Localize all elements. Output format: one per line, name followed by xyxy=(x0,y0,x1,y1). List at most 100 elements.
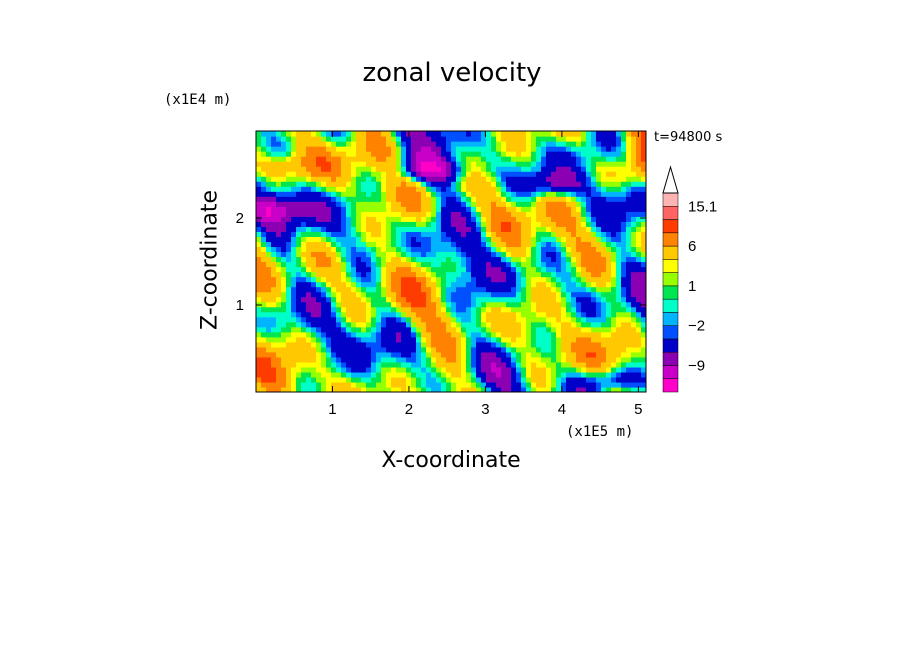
field-cell xyxy=(501,326,507,333)
field-cell xyxy=(311,371,317,378)
field-cell xyxy=(471,301,477,308)
field-cell xyxy=(601,261,607,268)
field-cell xyxy=(481,166,487,172)
field-cell xyxy=(261,141,267,147)
field-cell xyxy=(606,226,612,232)
field-cell xyxy=(281,336,287,343)
field-cell xyxy=(311,316,317,323)
field-cell xyxy=(571,366,577,373)
field-cell xyxy=(356,336,362,343)
field-cell xyxy=(456,356,462,363)
field-cell xyxy=(521,381,527,388)
field-cell xyxy=(471,271,477,278)
field-cell xyxy=(486,371,492,378)
field-cell xyxy=(546,386,552,392)
field-cell xyxy=(526,151,532,157)
field-cell xyxy=(366,296,372,303)
field-cell xyxy=(376,376,382,383)
field-cell xyxy=(476,346,482,353)
field-cell xyxy=(421,186,427,192)
field-cell xyxy=(321,316,327,323)
field-cell xyxy=(311,251,317,258)
field-cell xyxy=(456,306,462,313)
field-cell xyxy=(271,276,277,283)
field-cell xyxy=(531,306,537,313)
field-cell xyxy=(301,326,307,333)
field-cell xyxy=(511,341,517,348)
field-cell xyxy=(616,146,622,152)
field-cell xyxy=(276,351,282,358)
field-cell xyxy=(521,331,527,338)
field-cell xyxy=(341,276,347,283)
field-cell xyxy=(481,371,487,378)
y-unit-label: (x1E4 m) xyxy=(164,92,232,108)
field-cell xyxy=(426,276,432,283)
field-cell xyxy=(641,331,646,338)
field-cell xyxy=(581,381,587,388)
field-cell xyxy=(291,346,297,353)
field-cell xyxy=(356,176,362,182)
field-cell xyxy=(481,171,487,177)
field-cell xyxy=(461,226,467,232)
field-cell xyxy=(546,366,552,373)
field-cell xyxy=(491,356,497,363)
field-cell xyxy=(641,151,646,157)
field-cell xyxy=(281,181,287,187)
field-cell xyxy=(531,371,537,378)
field-cell xyxy=(306,161,312,167)
field-cell xyxy=(476,361,482,368)
field-cell xyxy=(496,201,502,207)
field-cell xyxy=(596,216,602,222)
field-cell xyxy=(286,211,292,217)
field-cell xyxy=(431,131,437,137)
field-cell xyxy=(281,371,287,378)
field-cell xyxy=(551,141,557,147)
field-cell xyxy=(461,201,467,207)
field-cell xyxy=(626,296,632,303)
field-cell xyxy=(471,376,477,383)
field-cell xyxy=(346,276,352,283)
field-cell xyxy=(611,296,617,303)
field-cell xyxy=(636,376,642,383)
field-cell xyxy=(631,221,637,227)
field-cell xyxy=(531,136,537,142)
field-cell xyxy=(451,211,457,217)
field-cell xyxy=(391,236,397,243)
field-cell xyxy=(381,151,387,157)
field-cell xyxy=(521,136,527,142)
field-cell xyxy=(581,151,587,157)
field-cell xyxy=(396,386,402,392)
field-cell xyxy=(436,251,442,258)
field-cell xyxy=(506,231,512,237)
field-cell xyxy=(481,336,487,343)
field-cell xyxy=(551,161,557,167)
field-cell xyxy=(471,256,477,263)
field-cell xyxy=(606,286,612,293)
field-cell xyxy=(261,316,267,323)
field-cell xyxy=(566,151,572,157)
field-cell xyxy=(626,321,632,328)
field-cell xyxy=(591,371,597,378)
field-cell xyxy=(431,181,437,187)
field-cell xyxy=(491,261,497,268)
y-tick-label: 2 xyxy=(236,210,244,227)
field-cell xyxy=(256,296,262,303)
field-cell xyxy=(371,271,377,278)
field-cell xyxy=(266,376,272,383)
field-cell xyxy=(291,131,297,137)
field-cell xyxy=(641,371,646,378)
field-cell xyxy=(616,231,622,237)
field-cell xyxy=(496,196,502,202)
field-cell xyxy=(491,251,497,258)
field-cell xyxy=(381,196,387,202)
field-cell xyxy=(461,146,467,152)
field-cell xyxy=(351,271,357,278)
field-cell xyxy=(636,221,642,227)
field-cell xyxy=(421,271,427,278)
field-cell xyxy=(446,256,452,263)
field-cell xyxy=(601,156,607,162)
field-cell xyxy=(631,321,637,328)
field-cell xyxy=(346,356,352,363)
field-cell xyxy=(511,366,517,373)
field-cell xyxy=(441,341,447,348)
